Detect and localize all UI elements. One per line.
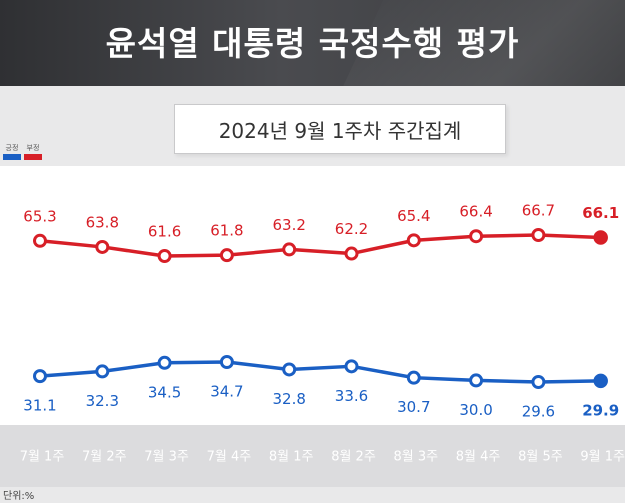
data-label-negative: 61.8 [210,222,243,240]
page-title: 윤석열 대통령 국정수행 평가 [105,24,520,63]
x-tick-label: 7월 1주 [20,450,65,465]
data-point-positive [406,370,421,385]
x-tick-label: 7월 3주 [144,450,189,465]
x-axis-band [0,425,625,487]
data-point-negative [469,229,484,244]
data-point-positive [282,362,297,377]
data-label-positive: 32.8 [272,390,305,408]
data-label-positive: 30.0 [459,401,492,419]
data-point-positive [593,373,608,389]
data-label-positive: 34.7 [210,383,243,401]
title-banner: 윤석열 대통령 국정수행 평가 [0,0,625,86]
legend-swatch-negative [24,154,42,160]
data-label-positive: 29.6 [522,403,555,421]
data-point-positive [95,364,110,379]
data-point-negative [344,246,359,261]
data-label-positive: 31.1 [23,397,56,415]
legend: 긍정 부정 [3,143,42,160]
data-label-negative: 63.8 [86,213,119,231]
data-label-negative: 66.4 [459,203,492,221]
data-label-negative: 61.6 [148,223,181,241]
data-point-negative [219,248,234,263]
data-point-negative [282,242,297,257]
data-label-negative: 66.7 [522,202,555,220]
x-tick-label: 8월 4주 [456,450,501,465]
data-point-positive [469,373,484,388]
data-point-negative [157,249,172,263]
data-point-positive [33,369,47,384]
data-point-positive [344,359,359,374]
data-point-negative [531,228,546,242]
data-label-negative: 66.1 [582,204,619,222]
legend-label-positive: 긍정 [5,144,19,152]
data-label-positive: 34.5 [148,383,181,401]
x-tick-label: 8월 1주 [269,450,314,465]
legend-item-positive: 긍정 [3,143,21,160]
x-tick-label: 7월 4주 [207,450,252,465]
data-label-positive: 29.9 [582,401,619,419]
subtitle-box: 2024년 9월 1주차 주간집계 [174,104,506,154]
legend-label-negative: 부정 [26,144,40,152]
legend-swatch-positive [3,154,21,160]
data-label-negative: 65.3 [23,207,56,225]
series-line-negative [38,233,603,258]
series-line-positive [38,360,603,384]
x-tick-label: 7월 2주 [82,450,127,465]
x-tick-label: 8월 3주 [393,450,438,465]
data-label-negative: 63.2 [272,216,305,234]
data-point-negative [406,233,421,248]
data-label-positive: 32.3 [86,392,119,410]
x-tick-label: 8월 2주 [331,450,376,465]
data-point-positive [219,355,234,369]
unit-label: 단위:% [3,491,35,502]
data-label-negative: 62.2 [335,220,368,238]
data-label-positive: 30.7 [397,398,430,416]
data-point-negative [593,230,608,245]
legend-item-negative: 부정 [24,143,42,160]
data-point-negative [95,239,110,254]
data-point-positive [157,355,172,370]
x-tick-label: 9월 1주 [580,450,625,465]
x-tick-label: 8월 5주 [518,450,563,465]
data-label-positive: 33.6 [335,387,368,405]
data-point-negative [33,233,47,248]
data-point-positive [531,375,546,389]
data-label-negative: 65.4 [397,207,430,225]
